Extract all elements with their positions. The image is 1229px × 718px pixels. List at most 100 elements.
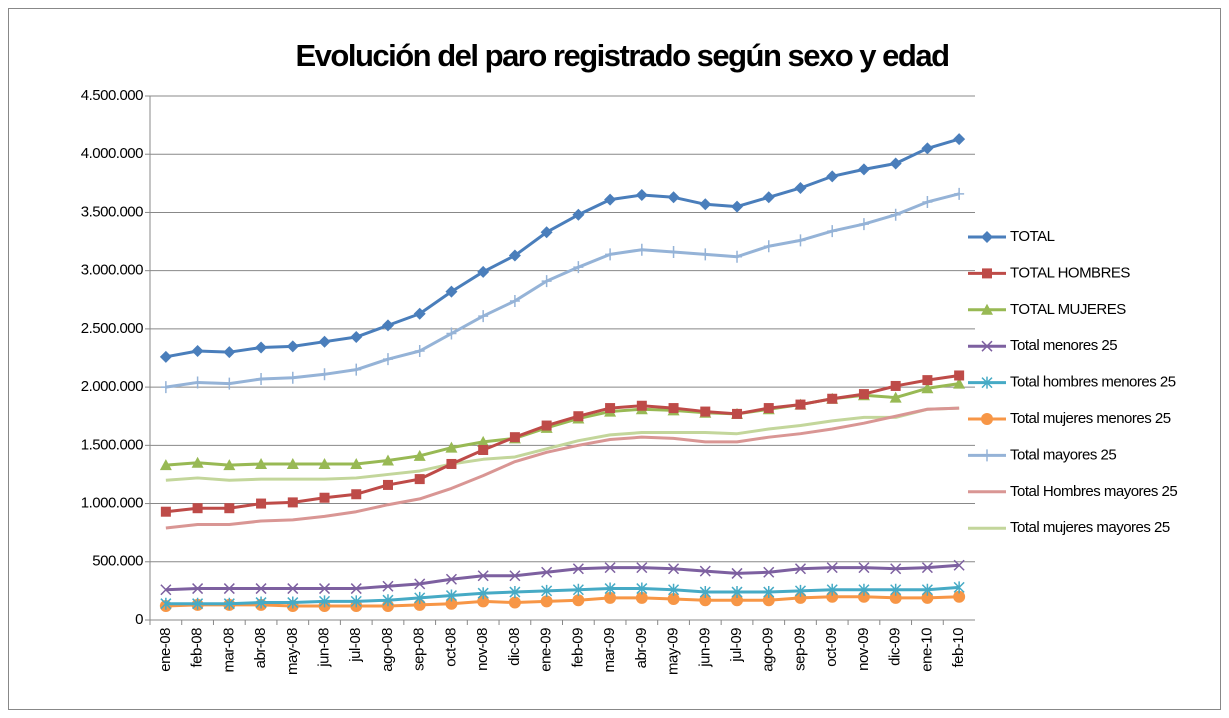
marker — [794, 563, 807, 575]
marker — [858, 389, 869, 400]
marker — [953, 559, 965, 571]
marker — [478, 310, 489, 323]
marker — [223, 459, 236, 471]
marker — [636, 582, 648, 595]
marker — [381, 319, 394, 332]
marker — [604, 193, 617, 206]
marker — [318, 583, 331, 595]
marker — [636, 562, 648, 574]
marker — [635, 188, 648, 201]
marker — [287, 596, 299, 609]
marker — [413, 307, 426, 320]
marker — [446, 327, 457, 340]
marker — [700, 248, 711, 261]
marker — [508, 249, 521, 262]
legend-label: Total menores 25 — [1010, 337, 1117, 354]
marker — [414, 345, 425, 358]
marker — [731, 567, 743, 579]
marker — [732, 250, 743, 263]
marker — [953, 581, 965, 594]
y-tick-label: 0 — [135, 611, 143, 628]
marker — [667, 593, 680, 606]
marker — [255, 583, 267, 595]
x-tick-label: may-08 — [284, 628, 301, 675]
marker — [223, 597, 235, 610]
x-tick-label: ago-09 — [760, 628, 777, 672]
marker — [922, 195, 933, 208]
marker — [890, 380, 901, 391]
marker — [953, 377, 966, 389]
x-tick-label: jun-08 — [315, 628, 332, 668]
marker — [763, 566, 775, 578]
marker — [318, 335, 331, 348]
legend-label: Total mujeres menores 25 — [1010, 410, 1171, 427]
marker — [414, 591, 426, 604]
marker — [509, 586, 521, 599]
marker — [826, 562, 838, 574]
marker — [890, 583, 902, 596]
marker — [414, 474, 425, 485]
marker — [414, 578, 426, 590]
marker — [445, 597, 458, 610]
marker — [573, 411, 584, 422]
y-tick-label: 3.500.000 — [81, 203, 143, 220]
marker — [889, 157, 902, 170]
marker — [922, 375, 933, 386]
marker — [794, 584, 807, 597]
x-tick-label: nov-08 — [474, 628, 491, 671]
marker — [319, 368, 330, 381]
y-tick-label: 4.000.000 — [81, 145, 143, 162]
marker — [541, 566, 553, 578]
marker — [192, 503, 203, 514]
x-tick-label: dic-09 — [887, 628, 904, 666]
marker — [350, 331, 363, 344]
marker — [668, 563, 680, 575]
marker — [667, 191, 680, 204]
marker — [635, 591, 648, 604]
x-tick-label: oct-08 — [442, 628, 459, 667]
marker — [889, 391, 902, 403]
legend-label: TOTAL MUJERES — [1010, 301, 1126, 318]
marker — [731, 200, 744, 213]
series-line — [165, 137, 960, 359]
marker — [954, 187, 965, 200]
marker — [160, 584, 172, 596]
marker — [318, 457, 331, 469]
marker — [763, 240, 774, 253]
marker — [981, 231, 993, 243]
marker — [509, 294, 520, 307]
marker — [572, 583, 584, 596]
marker — [224, 503, 235, 514]
marker — [604, 591, 617, 604]
x-tick-label: oct-09 — [823, 628, 840, 667]
marker — [223, 583, 235, 595]
marker — [762, 594, 775, 607]
x-tick-label: ene-10 — [918, 628, 935, 672]
x-tick-label: ene-08 — [157, 628, 174, 672]
marker — [668, 403, 679, 414]
marker — [160, 381, 171, 394]
marker — [477, 587, 489, 600]
marker — [541, 584, 553, 597]
marker — [318, 595, 331, 608]
x-tick-label: feb-10 — [950, 628, 967, 668]
marker — [382, 353, 393, 366]
marker — [445, 589, 457, 602]
marker — [604, 582, 616, 595]
marker — [699, 565, 711, 577]
marker — [445, 441, 458, 453]
marker — [540, 595, 553, 608]
marker — [382, 594, 394, 607]
marker — [572, 594, 585, 607]
marker — [763, 403, 774, 414]
series-line — [165, 406, 960, 530]
marker — [981, 303, 993, 315]
legend-label: Total mujeres mayores 25 — [1010, 519, 1170, 536]
series-line — [165, 192, 960, 389]
marker — [192, 376, 203, 389]
marker — [921, 142, 934, 155]
marker — [287, 497, 298, 508]
legend-label: TOTAL HOMBRES — [1010, 264, 1130, 281]
marker — [668, 246, 679, 259]
marker — [827, 225, 838, 238]
